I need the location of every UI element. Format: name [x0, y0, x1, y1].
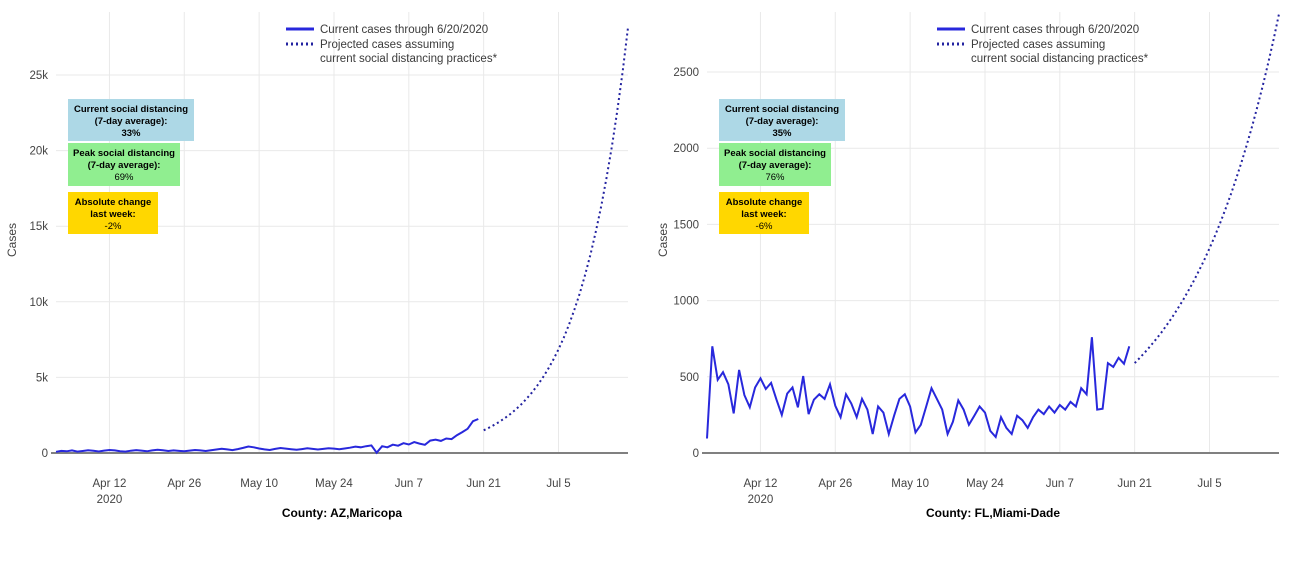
peak-distancing-box-line1: Peak social distancing: [73, 148, 175, 159]
x-tick-sublabel: 2020: [97, 494, 123, 506]
y-tick-label: 25k: [29, 70, 48, 82]
absolute-change-box-line1: Absolute change: [726, 197, 803, 208]
x-tick-label: Apr 26: [818, 478, 852, 490]
current-distancing-box-value: 33%: [121, 128, 141, 139]
x-tick-label: May 10: [891, 478, 929, 490]
peak-distancing-box-line1: Peak social distancing: [724, 148, 826, 159]
current-distancing-box-value: 35%: [772, 128, 792, 139]
chart-fl-miami-dade: 0 500 1000 1500 2000 2500 Apr 12 2020 Apr 26 May …: [651, 0, 1302, 573]
absolute-change-box-value: -2%: [105, 221, 122, 232]
x-tick-label: Jun 7: [1046, 478, 1074, 490]
peak-distancing-box-line2: (7-day average):: [739, 160, 812, 171]
x-tick-label: Jun 7: [395, 478, 423, 490]
y-tick-label: 2500: [673, 67, 699, 79]
current-distancing-box: [68, 99, 194, 141]
y-tick-label: 500: [680, 372, 699, 384]
y-tick-label: 1500: [673, 219, 699, 231]
peak-distancing-box-line2: (7-day average):: [88, 160, 161, 171]
x-tick-label: May 24: [315, 478, 353, 490]
y-tick-label: 2000: [673, 143, 699, 155]
current-distancing-box-line2: (7-day average):: [95, 116, 168, 127]
x-tick-sublabel: 2020: [748, 494, 774, 506]
x-tick-label: May 24: [966, 478, 1004, 490]
y-tick-label: 15k: [29, 221, 48, 233]
x-tick-label: Jun 21: [1117, 478, 1152, 490]
peak-distancing-box-value: 76%: [765, 172, 785, 183]
x-tick-label: Jul 5: [1197, 478, 1221, 490]
peak-distancing-box: [68, 143, 180, 186]
current-distancing-box-line1: Current social distancing: [725, 104, 839, 115]
absolute-change-box-line1: Absolute change: [75, 197, 152, 208]
y-axis-label: Cases: [5, 223, 19, 257]
absolute-change-box-line2: last week:: [90, 209, 135, 220]
chart-svg-fl-miami-dade: 0 500 1000 1500 2000 2500 Apr 12 2020 Apr 26 May …: [656, 12, 1280, 520]
y-tick-label: 1000: [673, 296, 699, 308]
y-axis-label: Cases: [656, 223, 670, 257]
current-cases-line: [55, 418, 479, 455]
legend-label: Projected cases assuming: [320, 39, 454, 51]
x-tick-label: Apr 12: [93, 478, 127, 490]
chart-title: County: AZ,Maricopa: [282, 506, 403, 520]
x-tick-label: Apr 26: [167, 478, 201, 490]
peak-distancing-box-value: 69%: [114, 172, 134, 183]
legend-label: current social distancing practices*: [320, 53, 498, 65]
x-tick-label: Jul 5: [546, 478, 570, 490]
x-tick-label: Jun 21: [466, 478, 501, 490]
chart-title: County: FL,Miami-Dade: [926, 506, 1060, 520]
y-tick-label: 5k: [36, 372, 48, 384]
projected-cases-line: [483, 27, 629, 432]
absolute-change-box-line2: last week:: [741, 209, 786, 220]
current-distancing-box-line1: Current social distancing: [74, 104, 188, 115]
y-tick-label: 0: [693, 448, 699, 460]
absolute-change-box: [68, 192, 158, 234]
absolute-change-box-value: -6%: [756, 221, 773, 232]
peak-distancing-box: [719, 143, 831, 186]
y-tick-label: 0: [42, 448, 48, 460]
y-tick-label: 10k: [29, 297, 48, 309]
current-cases-line: [706, 337, 1131, 440]
y-tick-label: 20k: [29, 146, 48, 158]
current-distancing-box: [719, 99, 845, 141]
projected-cases-line: [1133, 13, 1280, 364]
legend-label: Projected cases assuming: [971, 39, 1105, 51]
x-tick-label: May 10: [240, 478, 278, 490]
chart-svg-az-maricopa: 0 5k 10k 15k 20k 25k Apr 12 2020 Apr 26 May 10 May…: [5, 12, 629, 520]
chart-az-maricopa: 0 5k 10k 15k 20k 25k Apr 12 2020 Apr 26 May 10 May…: [0, 0, 651, 573]
absolute-change-box: [719, 192, 809, 234]
x-tick-label: Apr 12: [744, 478, 778, 490]
current-distancing-box-line2: (7-day average):: [746, 116, 819, 127]
legend-label: Current cases through 6/20/2020: [320, 24, 488, 36]
legend-label: current social distancing practices*: [971, 53, 1149, 65]
legend-label: Current cases through 6/20/2020: [971, 24, 1139, 36]
